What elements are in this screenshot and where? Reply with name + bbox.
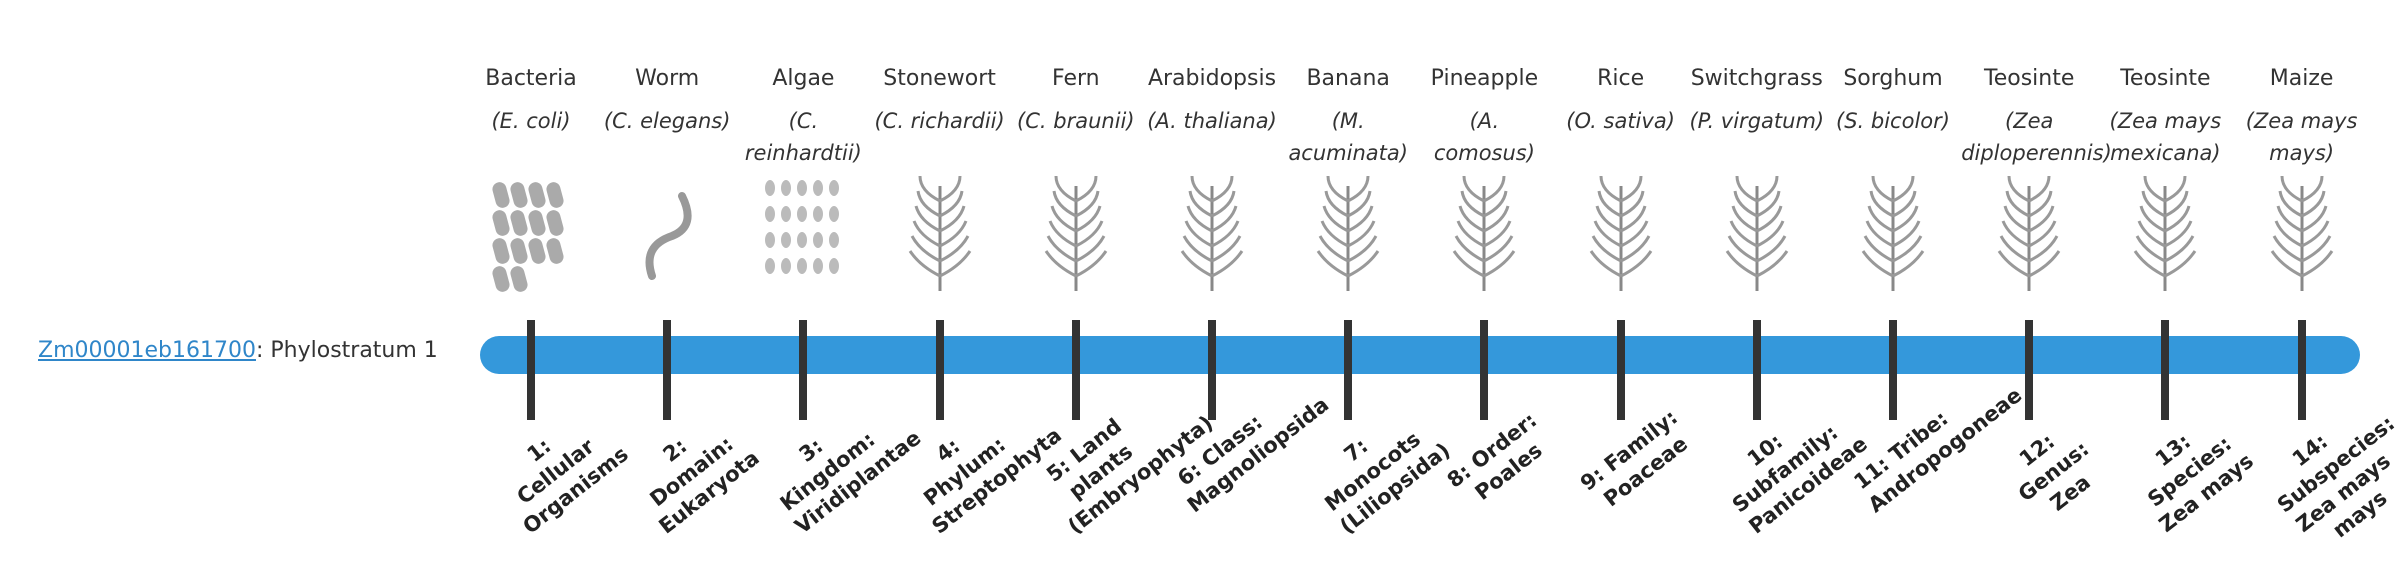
taxon-rank: 11: Tribe: Andropogoneae <box>1849 382 2027 518</box>
taxon-rank: 12: Genus: Zea <box>2014 429 2096 516</box>
taxon-rank: 13: Species: Zea mays <box>2143 429 2259 537</box>
timeline-tick <box>935 320 944 420</box>
organism-illustration <box>1316 176 1380 291</box>
scientific-name: (A. comosus) <box>1433 109 1535 165</box>
organism-illustration <box>908 176 971 291</box>
organism-illustration <box>1725 176 1789 291</box>
gene-label: Zm00001eb161700: Phylostratum 1 <box>38 338 438 363</box>
timeline-tick <box>1480 320 1489 420</box>
common-name: Fern <box>1052 66 1100 91</box>
scientific-name: (C. elegans) <box>603 109 731 133</box>
scientific-name: (Zea mays mexicana) <box>2109 109 2222 165</box>
scientific-name: (S. bicolor) <box>1836 109 1950 133</box>
taxon-rank: 1: Cellular Organisms <box>512 433 633 539</box>
timeline-tick <box>2161 320 2170 420</box>
taxon-rank: 10: Subfamily: Panicoideae <box>1727 420 1872 539</box>
organism-illustration <box>1180 176 1244 291</box>
common-name: Teosinte <box>2120 66 2211 91</box>
scientific-name: (P. virgatum) <box>1689 109 1825 133</box>
timeline-tick <box>1616 320 1625 420</box>
taxon-rank: 8: Order: Poales <box>1443 407 1548 505</box>
organism-illustration <box>1997 176 2061 291</box>
timeline-tick <box>799 320 808 420</box>
organism-illustration <box>2270 176 2333 291</box>
scientific-name: (C. reinhardtii) <box>744 109 862 165</box>
timeline-tick <box>1344 320 1353 420</box>
scientific-name: (C. braunii) <box>1017 109 1135 133</box>
common-name: Sorghum <box>1843 66 1943 91</box>
common-name: Pineapple <box>1430 66 1539 91</box>
timeline-tick <box>1071 320 1080 420</box>
scientific-name: (M. acuminata) <box>1288 109 1408 165</box>
timeline-tick <box>1752 320 1761 420</box>
taxon-rank: 4: Phylum: Streptophyta <box>918 422 1066 539</box>
organism-illustration <box>645 192 692 280</box>
taxon-rank: 2: Domain: Eukaryota <box>645 431 764 539</box>
common-name: Stonewort <box>883 66 996 91</box>
common-name: Bacteria <box>485 66 577 91</box>
taxon-rank: 3: Kingdom: Viridiplantae <box>776 425 926 539</box>
taxon-rank: 14: Subspecies: Zea mays mays <box>2272 411 2399 543</box>
common-name: Worm <box>635 66 700 91</box>
scientific-name: (Zea mays mays) <box>2245 109 2358 165</box>
organism-illustration <box>1589 176 1652 291</box>
timeline-tick <box>2025 320 2034 420</box>
common-name: Teosinte <box>1984 66 2075 91</box>
taxon-rank: 7: Monocots (Liliopsida) <box>1320 426 1455 539</box>
gene-stratum: : Phylostratum 1 <box>255 338 438 363</box>
timeline-bar <box>480 336 2360 374</box>
scientific-name: (C. richardii) <box>874 109 1005 133</box>
timeline-tick <box>527 320 535 420</box>
common-name: Banana <box>1306 66 1390 91</box>
scientific-name: (O. sativa) <box>1566 109 1675 133</box>
organism-illustration <box>1861 176 1925 291</box>
organism-illustration <box>765 180 840 274</box>
gene-link[interactable]: Zm00001eb161700 <box>38 338 256 363</box>
timeline-tick <box>2297 320 2306 420</box>
organism-illustration <box>1044 176 1108 291</box>
common-name: Switchgrass <box>1690 66 1823 91</box>
common-name: Maize <box>2269 66 2334 91</box>
taxon-rank: 6: Class: Magnoliopsida <box>1173 392 1334 518</box>
common-name: Arabidopsis <box>1147 66 1277 91</box>
taxon-rank: 9: Family: Poaceae <box>1575 405 1692 512</box>
timeline-tick <box>1889 320 1897 420</box>
timeline-tick <box>663 320 672 420</box>
organism-illustration <box>492 182 564 292</box>
timeline-tick <box>1208 320 1216 420</box>
scientific-name: (E. coli) <box>491 109 571 133</box>
common-name: Rice <box>1597 66 1645 91</box>
organism-illustration <box>1453 176 1516 291</box>
common-name: Algae <box>772 66 835 91</box>
scientific-name: (A. thaliana) <box>1147 109 1277 133</box>
organism-illustration <box>2134 176 2197 291</box>
scientific-name: (Zea diploperennis) <box>1961 109 2112 165</box>
